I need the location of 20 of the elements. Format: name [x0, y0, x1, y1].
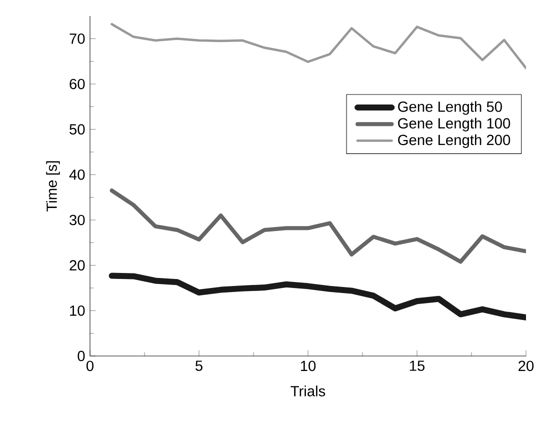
x-tick-label: 5: [196, 360, 202, 371]
x-tick-label: 10: [300, 360, 316, 372]
y-tick-label: 60: [70, 78, 85, 90]
y-tick-label: 70: [70, 33, 85, 44]
x-axis-title: Trials: [290, 386, 326, 396]
legend-label: Gene Length 200: [398, 134, 510, 148]
line-series: [110, 188, 526, 264]
x-tick-label: 15: [410, 360, 425, 371]
y-tick-label: 0: [78, 350, 85, 362]
y-tick-label: 50: [70, 124, 85, 135]
legend-label: Gene Length 100: [398, 118, 510, 132]
y-tick-label: 10: [70, 305, 85, 316]
y-tick-label: 30: [70, 214, 85, 226]
line-series: [110, 22, 526, 70]
x-tick-label: 0: [86, 360, 94, 372]
x-tick-label: 20: [518, 360, 534, 372]
y-tick-label: 20: [70, 260, 85, 271]
y-tick-label: 40: [69, 169, 85, 180]
legend-label: Gene Length 50: [398, 101, 502, 115]
y-axis-title: Time [s]: [46, 161, 60, 212]
